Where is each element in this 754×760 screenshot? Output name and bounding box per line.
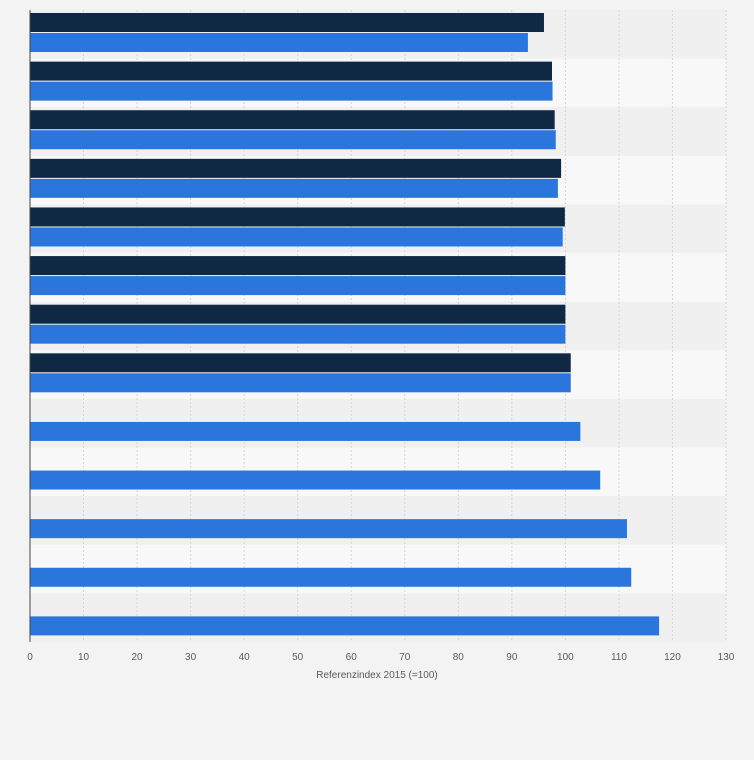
x-tick-label: 90 <box>506 652 518 663</box>
bar-series-2 <box>30 519 627 539</box>
bar-series-1 <box>30 353 571 373</box>
bar-series-1 <box>30 13 544 32</box>
bar-series-2 <box>30 178 558 198</box>
bar-series-2 <box>30 130 556 150</box>
bar-series-1 <box>30 110 555 130</box>
x-tick-label: 20 <box>132 652 144 663</box>
bar-series-2 <box>30 373 571 393</box>
bar-series-1 <box>30 207 565 227</box>
x-tick-label: 30 <box>185 652 197 663</box>
bar-series-2 <box>30 33 528 52</box>
bars <box>30 13 660 636</box>
bar-series-2 <box>30 567 632 587</box>
bar-series-2 <box>30 616 660 636</box>
x-tick-label: 110 <box>611 652 627 663</box>
x-tick-label: 100 <box>557 652 574 663</box>
bar-series-2 <box>30 421 581 441</box>
x-tick-label: 50 <box>292 652 304 663</box>
x-tick-label: 80 <box>453 652 465 663</box>
x-axis-title: Referenzindex 2015 (=100) <box>316 670 437 681</box>
x-tick-label: 70 <box>399 652 411 663</box>
x-tick-labels: 0 10 20 30 40 50 60 70 80 90 100 110 120 130 <box>27 652 735 663</box>
bar-series-1 <box>30 256 566 276</box>
x-tick-label: 40 <box>239 652 251 663</box>
x-tick-label: 120 <box>664 652 681 663</box>
bar-series-2 <box>30 227 563 247</box>
bar-series-1 <box>30 61 552 81</box>
bar-series-2 <box>30 470 601 490</box>
x-tick-label: 60 <box>346 652 358 663</box>
bar-series-2 <box>30 276 566 296</box>
x-tick-label: 10 <box>78 652 90 663</box>
bar-series-2 <box>30 81 553 101</box>
bar-series-1 <box>30 158 562 178</box>
x-tick-label: 0 <box>27 652 33 663</box>
x-tick-label: 130 <box>718 652 735 663</box>
bar-series-1 <box>30 304 566 324</box>
bar-series-2 <box>30 324 566 344</box>
